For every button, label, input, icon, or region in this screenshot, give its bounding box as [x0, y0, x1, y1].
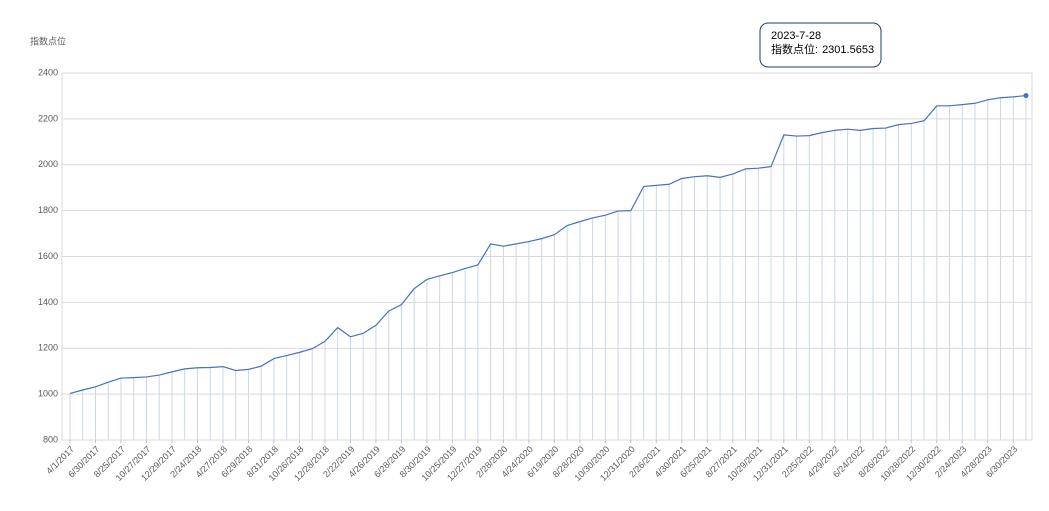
tooltip-box	[759, 22, 882, 68]
y-tick-label: 1400	[38, 297, 58, 307]
y-tick-label: 800	[43, 434, 58, 444]
y-tick-label: 1800	[38, 205, 58, 215]
y-tick-label: 2200	[38, 113, 58, 123]
y-tick-label: 2000	[38, 159, 58, 169]
data-line	[69, 94, 1027, 395]
y-axis-label: 指数点位	[30, 35, 66, 46]
y-tick-label: 2400	[38, 67, 58, 77]
tooltip-label: 指数点位:	[771, 42, 818, 56]
y-tick-label: 1000	[38, 389, 58, 399]
y-tick-label: 1200	[38, 343, 58, 353]
tooltip-value: 2301.5653	[822, 44, 874, 56]
highlight-point	[1023, 93, 1029, 99]
tooltip-date: 2023-7-28	[771, 30, 821, 42]
tooltip: 2023-7-28 指数点位: 2301.5653	[759, 22, 882, 68]
y-tick-label: 1600	[38, 251, 58, 261]
